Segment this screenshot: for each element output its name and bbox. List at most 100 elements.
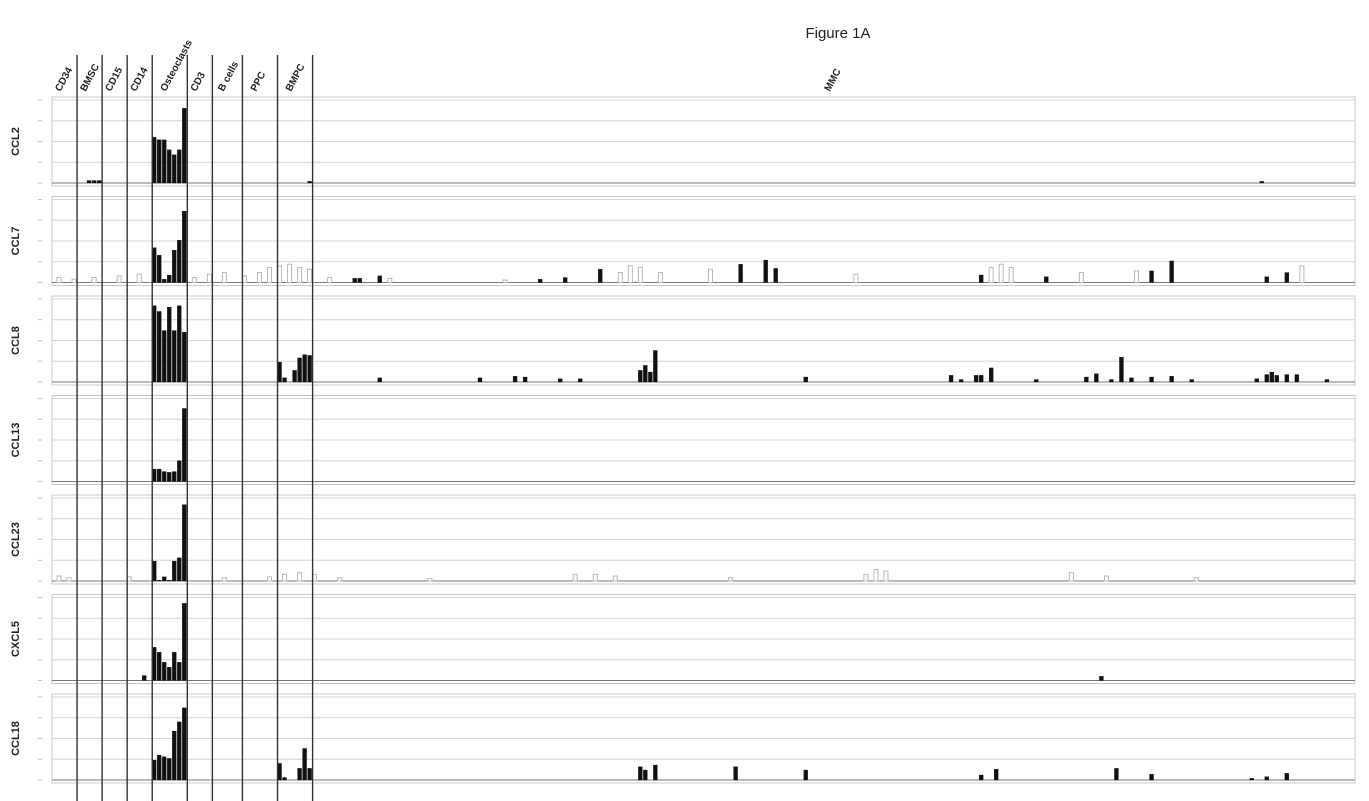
bar	[643, 365, 648, 383]
bar	[948, 375, 954, 383]
bar	[182, 504, 187, 582]
bar	[998, 263, 1004, 283]
bar	[327, 277, 333, 283]
bar	[172, 154, 177, 184]
bar	[1194, 577, 1200, 582]
bar	[66, 577, 72, 582]
bar	[297, 768, 302, 781]
bar	[56, 575, 62, 582]
bar	[803, 376, 808, 383]
bar	[1149, 270, 1154, 283]
bar	[162, 279, 167, 283]
bar	[1284, 272, 1290, 283]
bar	[958, 379, 964, 383]
bar	[1169, 376, 1174, 383]
bar	[1133, 270, 1140, 284]
bar	[302, 354, 307, 383]
group-label: PPC	[249, 70, 268, 93]
bar	[167, 149, 172, 184]
bar	[191, 277, 197, 283]
bar	[177, 662, 182, 681]
bar	[1269, 371, 1274, 383]
bar	[302, 748, 307, 781]
bar	[177, 557, 182, 582]
bar	[167, 758, 172, 781]
bar	[157, 754, 162, 781]
bar	[537, 279, 543, 283]
bar	[502, 279, 508, 284]
bar	[172, 730, 177, 781]
bar	[612, 575, 618, 582]
bar	[1264, 776, 1269, 781]
bar	[653, 764, 658, 781]
y-axis-label: CCL7	[10, 227, 22, 256]
bar	[387, 277, 393, 284]
bar	[1114, 768, 1119, 781]
bar	[512, 376, 518, 383]
group-label: B cells	[216, 59, 241, 93]
bar	[978, 375, 984, 383]
bar	[71, 278, 77, 283]
bar	[738, 264, 743, 283]
bar	[307, 768, 312, 781]
bar	[282, 777, 287, 781]
bar	[1274, 375, 1279, 383]
y-axis-label: CCL23	[10, 522, 22, 557]
bar	[1259, 181, 1264, 184]
bar	[157, 580, 162, 582]
bar	[136, 273, 142, 284]
bar	[648, 371, 653, 383]
bar	[297, 357, 302, 383]
bar	[1189, 379, 1194, 383]
bar	[162, 471, 167, 482]
bar	[157, 311, 162, 383]
bar	[1078, 272, 1084, 284]
bar	[657, 272, 663, 284]
bar	[182, 210, 187, 283]
bar	[337, 577, 343, 582]
bar	[592, 573, 598, 582]
bar	[91, 277, 97, 283]
bar	[177, 460, 182, 482]
bar	[1254, 378, 1259, 383]
bar	[1034, 379, 1039, 383]
bar	[1068, 572, 1074, 582]
bar	[167, 274, 172, 283]
figure-title: Figure 1A	[805, 25, 870, 42]
bar	[221, 272, 227, 284]
bar	[1099, 676, 1104, 681]
bar	[162, 576, 167, 582]
bar	[297, 572, 303, 582]
bar	[157, 468, 162, 482]
bar	[157, 254, 162, 283]
bar	[572, 573, 578, 582]
bar	[221, 577, 227, 582]
bar	[1299, 265, 1305, 283]
bar	[266, 267, 273, 283]
bar	[266, 576, 273, 582]
bar	[177, 149, 182, 184]
bar	[994, 769, 999, 781]
bar	[708, 268, 714, 284]
bar	[172, 249, 177, 283]
bar	[522, 376, 528, 383]
bar	[1129, 377, 1134, 383]
bar	[617, 272, 623, 284]
bar	[157, 139, 162, 184]
bar	[1249, 778, 1254, 781]
group-label: BMPC	[284, 62, 308, 93]
bar	[282, 573, 288, 582]
bar	[157, 652, 162, 681]
bar	[643, 769, 648, 781]
bar	[297, 267, 303, 283]
bar	[377, 275, 382, 283]
y-axis-label: CCL18	[10, 721, 22, 756]
bar	[177, 240, 182, 283]
bar	[803, 769, 808, 781]
bar	[172, 471, 177, 482]
group-label: CD34	[53, 65, 75, 93]
bar	[56, 277, 62, 283]
bar	[167, 667, 172, 681]
bar	[182, 108, 187, 184]
